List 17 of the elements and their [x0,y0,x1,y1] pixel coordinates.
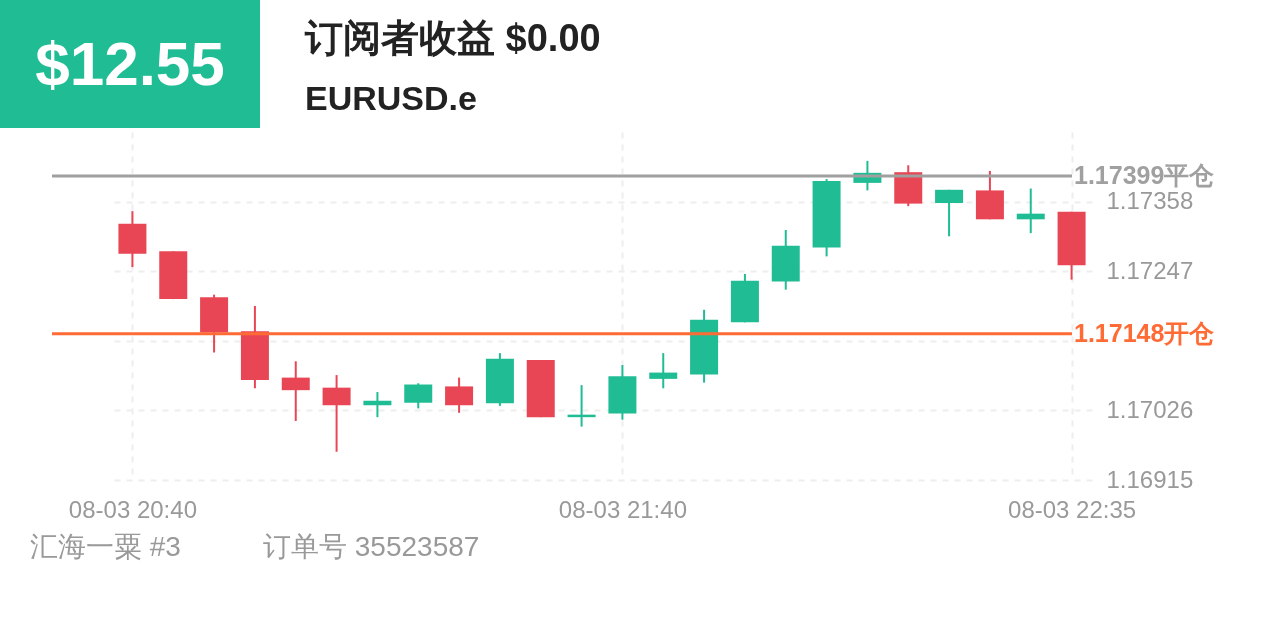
y-tick-label: 1.17358 [1106,187,1194,215]
y-tick-label: 1.17247 [1106,256,1194,284]
ref-line-label: 1.17399平仓 [1074,160,1215,189]
ref-line-label: 1.17148开仓 [1074,318,1215,347]
chart-subtitle: EURUSD.e [305,79,477,117]
y-tick-label: 1.16915 [1106,465,1194,493]
text: 汇海一粟 #3 [30,531,181,562]
x-tick-label: 08-03 22:35 [1008,495,1137,523]
candlestick [281,360,310,422]
x-tick-label: 08-03 20:40 [68,495,197,523]
x-tick-label: 08-03 21:40 [558,495,687,523]
candlestick [649,352,678,390]
y-tick-label: 1.17026 [1106,395,1194,423]
chart-title: 订阅者收益 $0.00 [304,17,601,59]
candlestick [363,391,392,419]
text: 订单号 35523587 [263,531,480,562]
text: $12.55 [35,29,225,98]
